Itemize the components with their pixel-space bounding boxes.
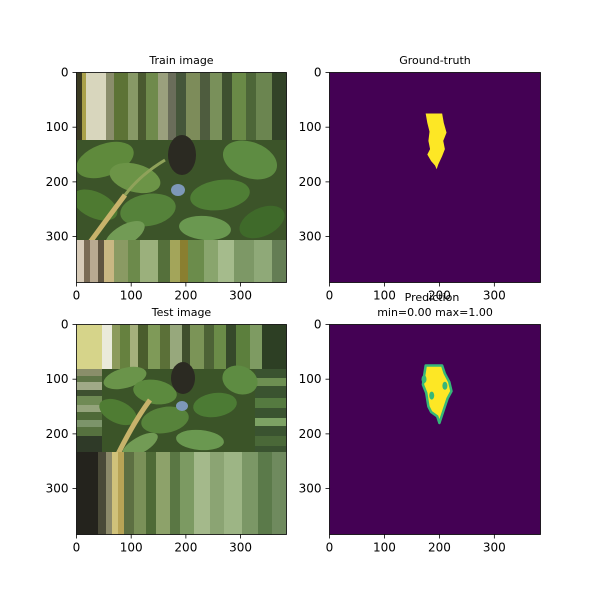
prediction-xtick-label: 0	[326, 541, 334, 555]
test-bottom-stripes	[76, 452, 287, 535]
train-image-axes: 0 100 200 300 0 100 200 300	[46, 66, 252, 303]
prediction-background	[329, 324, 541, 535]
ground-truth-ytick-label: 100	[299, 120, 322, 134]
test-image-title: Test image	[151, 306, 212, 319]
ground-truth-axes: 0 100 200 300 0 100 200 300	[299, 66, 506, 303]
panel-test-image: Test image 0 100 200 300 0 100 200 300	[46, 306, 287, 555]
test-image-xtick-label: 100	[120, 541, 143, 555]
train-image-photo	[76, 72, 287, 283]
test-image-xtick-label: 300	[229, 541, 252, 555]
prediction-edge-blob	[429, 391, 435, 400]
test-image-ytick-label: 200	[46, 427, 69, 441]
ground-truth-ytick-label: 300	[299, 230, 322, 244]
ground-truth-mask	[425, 113, 447, 170]
train-image-ytick-label: 300	[46, 230, 69, 244]
test-side-stripes	[76, 369, 287, 454]
train-image-ytick-label: 100	[46, 120, 69, 134]
ground-truth-background	[329, 72, 541, 283]
ground-truth-xtick-label: 300	[483, 289, 506, 303]
train-leaves	[76, 135, 285, 249]
prediction-axes: 0 100 200 300 0 100 200 300	[299, 318, 506, 555]
test-image-ytick-label: 0	[61, 318, 69, 332]
test-image-axes: 0 100 200 300 0 100 200 300	[46, 318, 252, 555]
test-image-photo	[76, 324, 287, 535]
train-image-title: Train image	[148, 54, 213, 67]
prediction-xtick-label: 300	[483, 541, 506, 555]
test-image-xtick-label: 0	[73, 541, 81, 555]
prediction-subtitle: min=0.00 max=1.00	[377, 306, 493, 319]
test-image-ytick-label: 300	[46, 482, 69, 496]
panel-prediction: Prediction min=0.00 max=1.00 0 100 200 3000…	[299, 291, 541, 555]
ground-truth-ytick-label: 200	[299, 175, 322, 189]
panel-ground-truth: Ground-truth 0 100 200 300 0 100 200 300	[299, 54, 541, 303]
ground-truth-title: Ground-truth	[399, 54, 471, 67]
prediction-edge-blob	[421, 375, 427, 384]
panel-train-image: Train image 0 100 200 300 0 100 200 300	[46, 54, 287, 303]
train-image-xtick-label: 100	[120, 289, 143, 303]
train-top-stripes	[76, 72, 287, 152]
prediction-ytick-label: 200	[299, 427, 322, 441]
ground-truth-xtick-label: 200	[428, 289, 451, 303]
test-image-ytick-label: 100	[46, 372, 69, 386]
prediction-title: Prediction	[405, 291, 460, 304]
prediction-ytick-label: 0	[314, 318, 322, 332]
ground-truth-xtick-label: 0	[326, 289, 334, 303]
ground-truth-ytick-label: 0	[314, 66, 322, 80]
prediction-xtick-label: 100	[373, 541, 396, 555]
ground-truth-xtick-label: 100	[373, 289, 396, 303]
prediction-edge-blob	[442, 381, 448, 390]
prediction-xtick-label: 200	[428, 541, 451, 555]
train-image-xtick-label: 200	[174, 289, 197, 303]
train-bottom-stripes	[76, 240, 287, 283]
prediction-mask	[421, 364, 453, 425]
test-leaves	[99, 362, 258, 458]
test-top-stripes	[76, 324, 287, 369]
train-image-xtick-label: 300	[229, 289, 252, 303]
train-image-xtick-label: 0	[73, 289, 81, 303]
train-image-ytick-label: 0	[61, 66, 69, 80]
prediction-ytick-label: 100	[299, 372, 322, 386]
test-image-xtick-label: 200	[174, 541, 197, 555]
train-image-ytick-label: 200	[46, 175, 69, 189]
prediction-ytick-label: 300	[299, 482, 322, 496]
prediction-edges	[421, 375, 448, 400]
